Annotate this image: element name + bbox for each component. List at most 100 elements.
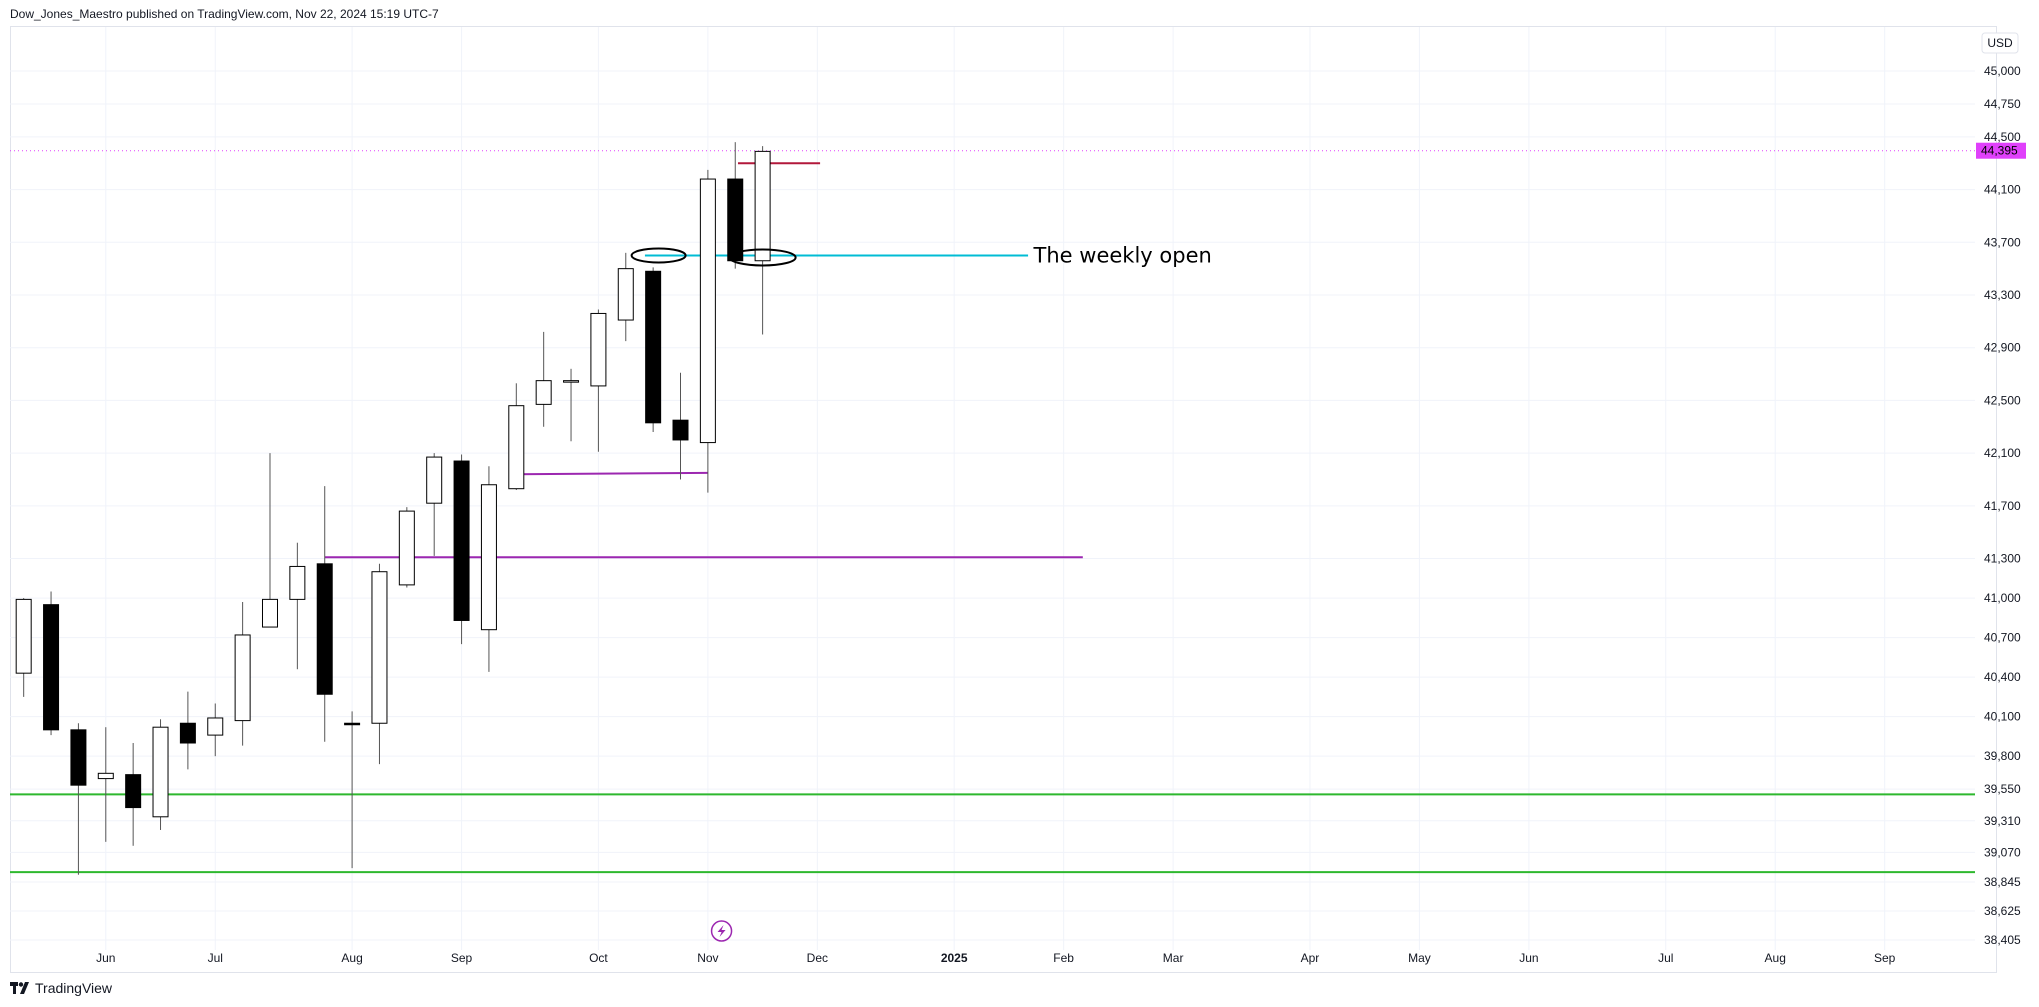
candle-body — [234, 634, 251, 722]
candle[interactable] — [617, 252, 634, 342]
time-tick-label: 2025 — [941, 951, 968, 965]
candle-body — [727, 178, 744, 262]
price-tick-label: 41,700 — [1984, 499, 2021, 513]
current-price-label-box — [1976, 142, 2026, 159]
price-tick-label: 41,300 — [1984, 552, 2021, 566]
candles-layer — [15, 142, 771, 875]
circle-annotations-layer — [630, 247, 797, 267]
candle[interactable] — [97, 727, 114, 842]
currency-label-text: USD — [1987, 36, 2013, 50]
currency-label[interactable]: USD — [1981, 32, 2019, 54]
candle[interactable] — [672, 372, 689, 480]
price-tick-label: 44,750 — [1984, 97, 2021, 111]
candle[interactable] — [152, 719, 169, 830]
candle[interactable] — [179, 691, 196, 770]
candle-body — [672, 419, 689, 441]
candle[interactable] — [261, 453, 278, 628]
candle[interactable] — [316, 486, 333, 742]
weekly-open-label[interactable]: The weekly open — [1033, 243, 1212, 267]
candle[interactable] — [563, 368, 580, 442]
candle-body — [70, 729, 87, 786]
candle-body — [645, 270, 662, 424]
candle-body — [563, 380, 580, 383]
candle[interactable] — [125, 743, 142, 846]
price-axis: 45,000 44,750 44,500 44,100 43,700 43,300 42,9… — [1976, 32, 2026, 947]
price-tick-label: 42,900 — [1984, 341, 2021, 355]
candle[interactable] — [371, 563, 388, 765]
price-tick-label: 44,100 — [1984, 183, 2021, 197]
price-tick-label: 42,100 — [1984, 446, 2021, 460]
candle[interactable] — [754, 146, 771, 335]
candle[interactable] — [43, 591, 60, 736]
time-axis: Jun Jul Aug Sep Oct Nov Dec 2025 Feb Mar Apr May Jun… — [96, 920, 1896, 965]
price-tick-label: 43,300 — [1984, 288, 2021, 302]
purple-line-upper[interactable] — [516, 471, 708, 476]
time-tick-label: Jul — [208, 951, 223, 965]
tradingview-logo-icon — [10, 981, 30, 995]
time-tick-label: May — [1408, 951, 1431, 965]
price-tick-label: 38,625 — [1984, 904, 2021, 918]
time-tick-label: Oct — [589, 951, 608, 965]
price-tick-label: 39,800 — [1984, 749, 2021, 763]
candle-body — [15, 598, 32, 674]
tradingview-logo[interactable]: TradingView — [10, 980, 112, 996]
candle-body — [125, 774, 142, 809]
candle-body — [344, 722, 361, 726]
candle[interactable] — [535, 331, 552, 427]
time-tick-label: Dec — [807, 951, 828, 965]
candle-body — [453, 460, 470, 621]
candle[interactable] — [699, 169, 716, 493]
price-tick-label: 39,550 — [1984, 782, 2021, 796]
chart-frame[interactable] — [10, 26, 1997, 973]
time-tick-label: Mar — [1163, 951, 1184, 965]
candle-body — [289, 565, 306, 600]
candle-body — [426, 456, 443, 504]
current-price-label-text: 44,395 — [1981, 144, 2018, 158]
candle[interactable] — [590, 309, 607, 452]
time-tick-label: Jun — [1519, 951, 1538, 965]
candle[interactable] — [508, 383, 525, 491]
candle-body — [316, 563, 333, 695]
publisher-header: Dow_Jones_Maestro published on TradingVi… — [10, 7, 439, 21]
price-tick-label: 42,500 — [1984, 393, 2021, 407]
candle-body — [152, 726, 169, 818]
drawing-lines-layer — [10, 150, 1975, 874]
candle-body — [699, 178, 716, 444]
event-icon-bolt — [717, 925, 726, 937]
candle[interactable] — [453, 454, 470, 645]
candle-body — [97, 772, 114, 780]
price-tick-label: 40,400 — [1984, 670, 2021, 684]
candle[interactable] — [727, 142, 744, 269]
candle-body — [754, 150, 771, 262]
candle-body — [207, 717, 224, 736]
candle[interactable] — [70, 723, 87, 875]
candle-body — [179, 722, 196, 744]
candle[interactable] — [645, 267, 662, 433]
candle[interactable] — [234, 602, 251, 746]
price-tick-label: 39,310 — [1984, 814, 2021, 828]
price-tick-label: 40,700 — [1984, 631, 2021, 645]
candle[interactable] — [398, 507, 415, 588]
event-lightning-icon[interactable] — [710, 920, 733, 942]
candle[interactable] — [426, 453, 443, 556]
candle-body — [398, 510, 415, 586]
tradingview-brand-label: TradingView — [35, 980, 113, 996]
time-tick-label: Apr — [1301, 951, 1320, 965]
candle[interactable] — [344, 711, 361, 869]
time-tick-label: Nov — [697, 951, 718, 965]
candle[interactable] — [207, 703, 224, 757]
candle-body — [43, 604, 60, 731]
candle[interactable] — [15, 598, 32, 697]
circle-annotation — [728, 248, 797, 267]
time-tick-label: Jun — [96, 951, 115, 965]
price-tick-label: 45,000 — [1984, 64, 2021, 78]
time-tick-label: Sep — [1874, 951, 1896, 965]
time-tick-label: Jul — [1658, 951, 1673, 965]
candle[interactable] — [289, 542, 306, 670]
time-tick-label: Aug — [341, 951, 362, 965]
circle-annotation — [630, 247, 687, 264]
current-price-label: 44,395 — [1976, 142, 2026, 159]
candle[interactable] — [480, 466, 497, 672]
